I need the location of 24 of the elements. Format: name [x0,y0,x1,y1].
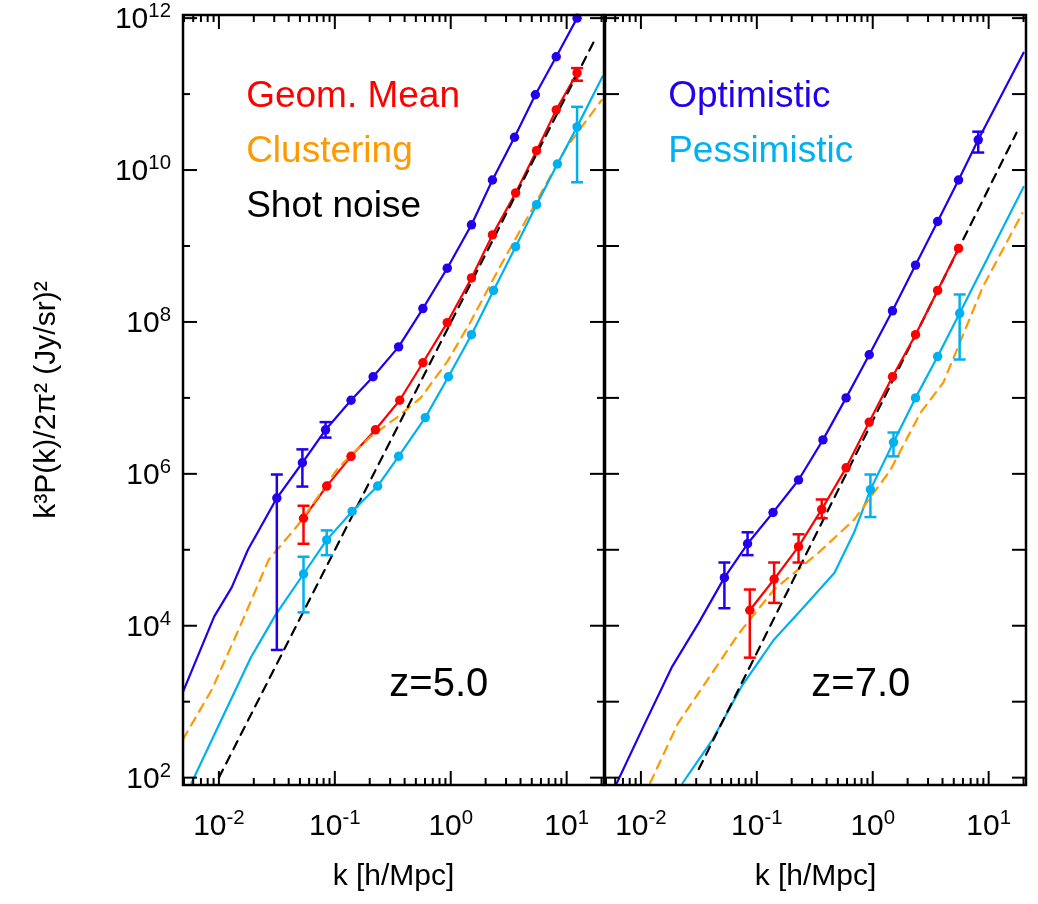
y-tick-label: 10$^{2}$ [126,758,171,794]
y-tick-label: 10$^{6}$ [126,454,171,490]
x-axis-title: k [h/Mpc] [754,858,877,891]
x-axis-title: k [h/Mpc] [332,858,455,891]
text: Optimistic [668,73,831,115]
y-axis-title: k³P(k)/2π² (Jy/sr)² [28,281,61,519]
series-label: Shot noise [246,183,422,225]
x-tick-label: 10$^{0}$ [850,806,896,841]
x-tick-label: 10$^{-1}$ [309,806,361,841]
y-tick-label: 10$^{8}$ [126,302,171,338]
annotation: z=5.0 [389,660,489,705]
y-tick-label: 10$^{10}$ [114,151,171,187]
y-tick-label: 10$^{4}$ [126,606,171,642]
y-tick-label: 10$^{12}$ [114,0,171,35]
x-tick-label: 10$^{0}$ [428,806,474,841]
x-tick-label: 10$^{1}$ [966,806,1012,841]
text: Pessimistic [668,128,854,170]
x-tick-label: 10$^{1}$ [544,806,590,841]
annotation: z=7.0 [811,660,911,705]
x-tick-label: 10$^{-1}$ [731,806,783,841]
x-tick-label: 10$^{-2}$ [615,806,667,841]
text: Clustering [246,128,413,170]
text: Geom. Mean [246,73,461,115]
x-tick-label: 10$^{-2}$ [193,806,245,841]
